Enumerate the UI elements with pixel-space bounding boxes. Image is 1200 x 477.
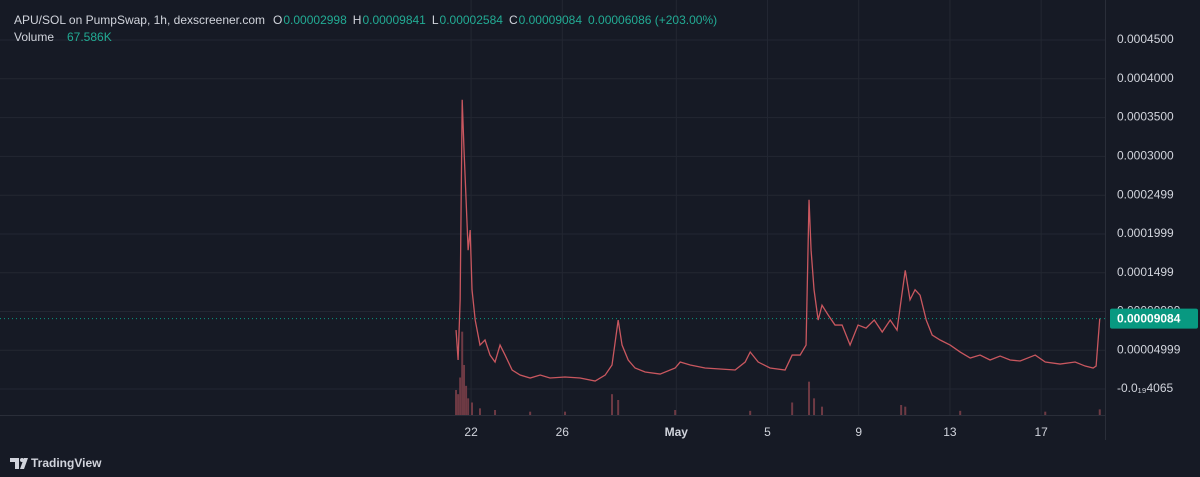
volume-bar (749, 410, 752, 415)
y-tick-label: -0.0₁₉4065 (1117, 381, 1174, 395)
ohlc-label: C (509, 13, 518, 27)
last-price-label: 0.00009084 (1117, 312, 1181, 326)
x-tick-label: 13 (943, 425, 957, 439)
volume-value: 67.586K (67, 30, 112, 44)
x-tick-label: May (665, 425, 689, 439)
volume-bar (904, 406, 907, 415)
y-tick-label: 0.0003000 (1117, 149, 1174, 163)
volume-bar (900, 405, 903, 415)
plot (0, 99, 1105, 415)
x-tick-label: 22 (464, 425, 478, 439)
volume-bar (471, 402, 474, 415)
volume-bar (813, 398, 816, 415)
volume-bar (791, 402, 794, 415)
y-tick-label: 0.0004500 (1117, 32, 1174, 46)
volume-bar (959, 410, 962, 415)
volume-bar (611, 394, 614, 415)
volume-bar (529, 411, 532, 415)
x-tick-label: 5 (764, 425, 771, 439)
y-tick-label: 0.0001999 (1117, 226, 1174, 240)
ohlc-label: L (432, 13, 439, 27)
volume-bar (1044, 411, 1047, 415)
grid (0, 0, 1105, 415)
volume-bar (457, 394, 460, 415)
volume-label: Volume (14, 30, 54, 44)
brand: TradingView (31, 456, 102, 470)
volume-bar (463, 365, 466, 415)
symbol: APU/SOL on PumpSwap, 1h, dexscreener.com (14, 13, 265, 27)
logo-icon (20, 458, 24, 462)
volume-bar (494, 410, 497, 415)
last-price-box (1110, 308, 1198, 329)
volume-bar (461, 331, 464, 415)
x-tick-label: 17 (1034, 425, 1048, 439)
ohlc-value: 0.00009841 (362, 13, 426, 27)
ohlc-label: O (273, 13, 282, 27)
volume-bar (465, 385, 468, 415)
x-tick-label: 9 (855, 425, 862, 439)
volume-bar (1098, 409, 1101, 415)
volume-bar (617, 400, 620, 415)
header: APU/SOL on PumpSwap, 1h, dexscreener.com… (14, 13, 717, 44)
price-line (455, 99, 1101, 382)
logo: TradingView (10, 456, 102, 470)
volume-bar (467, 398, 470, 415)
y-tick-label: 0.0001499 (1117, 265, 1174, 279)
x-tick-label: 26 (556, 425, 570, 439)
volume-bar (564, 411, 567, 415)
volume-bar (821, 406, 824, 415)
volume-bar (674, 410, 677, 415)
volume-bar (459, 377, 462, 415)
y-tick-label: 0.00004999 (1117, 342, 1181, 356)
volume-bar (808, 381, 811, 415)
volume-bar (455, 390, 458, 415)
change: 0.00006086 (+203.00%) (588, 13, 717, 27)
y-tick-label: 0.0003500 (1117, 110, 1174, 124)
volume-bar (478, 408, 481, 415)
ohlc-label: H (353, 13, 362, 27)
y-tick-label: 0.0002499 (1117, 187, 1174, 201)
ohlc-value: 0.00009084 (519, 13, 583, 27)
y-tick-label: 0.0004000 (1117, 71, 1174, 85)
ohlc-value: 0.00002584 (440, 13, 504, 27)
ohlc-value: 0.00002998 (283, 13, 347, 27)
